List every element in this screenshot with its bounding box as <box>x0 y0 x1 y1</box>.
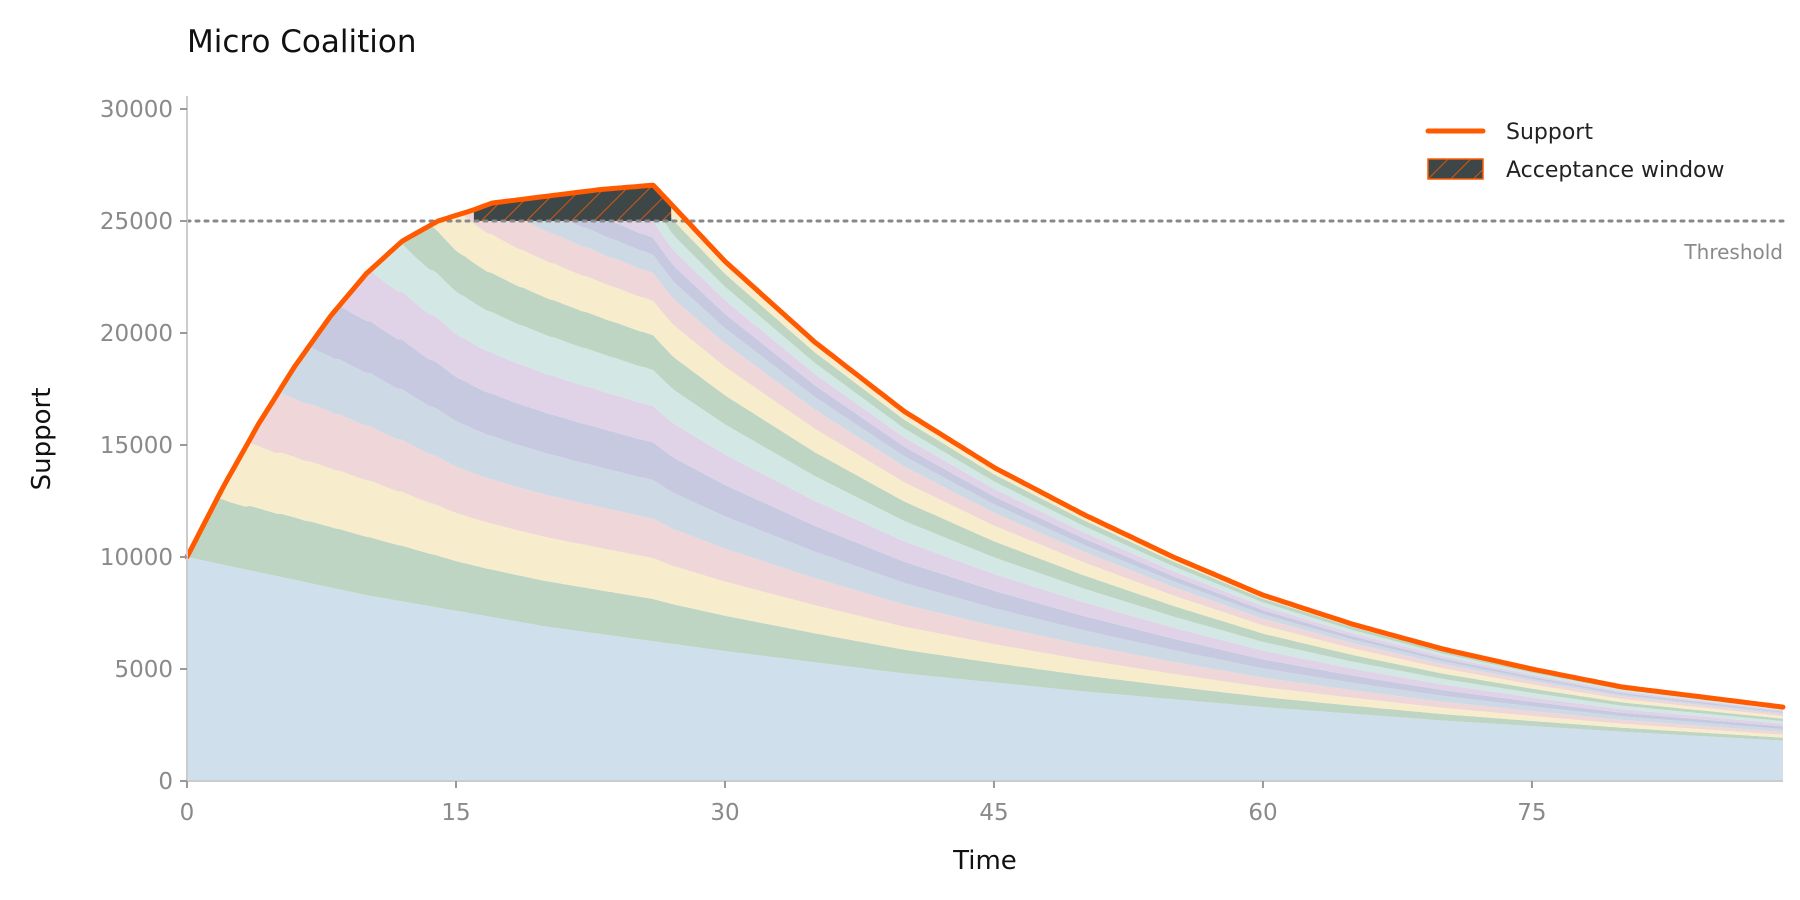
y-tick-label: 5000 <box>114 657 173 683</box>
y-tick-label: 20000 <box>100 321 173 347</box>
cohort-layer <box>187 305 1783 730</box>
legend-window-swatch <box>1427 158 1484 180</box>
y-tick-label: 25000 <box>100 209 173 235</box>
x-tick-label: 15 <box>441 800 470 826</box>
threshold-label: Threshold <box>1683 240 1783 264</box>
legend: Support Acceptance window <box>1425 120 1725 183</box>
cohort-layer <box>187 347 1783 732</box>
legend-label: Acceptance window <box>1506 158 1725 183</box>
y-axis-label: Support <box>27 388 57 491</box>
axes-group: 0 5000 10000 15000 20000 25000 30000 0 15 30 45 60 7… <box>100 96 1783 826</box>
y-tick-label: 30000 <box>100 97 173 123</box>
cohort-layer <box>187 244 1783 724</box>
acceptance-window-region <box>473 185 672 221</box>
cohort-layer <box>187 498 1783 741</box>
support-line <box>184 182 1786 710</box>
y-tick-label: 10000 <box>100 545 173 571</box>
x-tick-label: 60 <box>1248 800 1277 826</box>
chart-title: Micro Coalition <box>187 24 417 60</box>
threshold-group: Threshold <box>185 219 1785 264</box>
y-tick-label: 15000 <box>100 433 173 459</box>
x-axis-label: Time <box>952 846 1017 876</box>
legend-label: Support <box>1506 120 1593 145</box>
x-tick-label: 0 <box>180 800 195 826</box>
x-tick-label: 75 <box>1517 800 1546 826</box>
x-tick-label: 45 <box>979 800 1008 826</box>
acceptance-window-group <box>473 185 672 221</box>
y-tick-label: 0 <box>158 769 173 795</box>
x-tick-label: 30 <box>710 800 739 826</box>
cohort-layer <box>187 393 1783 735</box>
base-layer <box>187 557 1783 781</box>
support-line-group <box>184 182 1786 710</box>
stacked-cohort-layers <box>187 185 1783 781</box>
